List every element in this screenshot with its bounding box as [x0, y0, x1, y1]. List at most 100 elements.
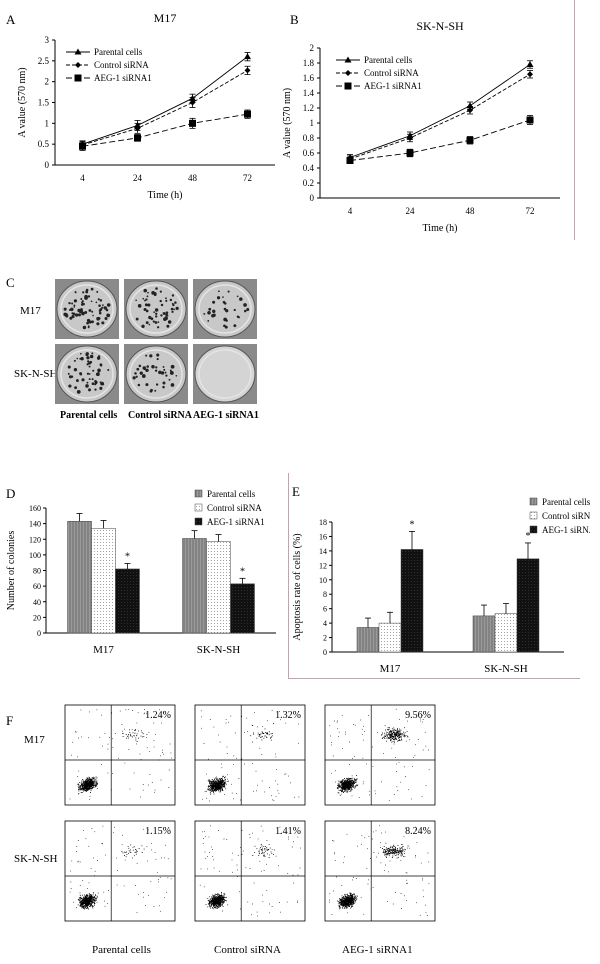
- panel-f-letter: F: [6, 713, 14, 728]
- colony: [102, 304, 104, 306]
- colony: [169, 371, 174, 375]
- colony-plate-1-0: [55, 344, 119, 404]
- panel-c-row-label-0: M17: [20, 305, 41, 317]
- colony-plate-grid: [55, 279, 257, 404]
- colony: [175, 306, 179, 310]
- colony: [98, 317, 101, 320]
- colony: [72, 312, 76, 316]
- colony: [102, 383, 105, 386]
- colony: [86, 363, 89, 366]
- chart-e-apoptosis: 0 2 4 6 8 10 12 14 16 18 * M17 * SK-N-SH Apoptosis rat…: [292, 497, 590, 675]
- y-axis-label: Number of colonies: [6, 531, 17, 611]
- colony: [135, 375, 138, 378]
- colony: [168, 378, 171, 381]
- colony: [86, 381, 89, 384]
- series-line: [349, 119, 531, 161]
- colony-plate-1-2: [193, 344, 257, 404]
- colony: [65, 314, 69, 318]
- colony: [218, 290, 220, 293]
- y-tick-label: 10: [319, 576, 327, 585]
- colony: [89, 354, 94, 359]
- data-point: [244, 110, 251, 118]
- colony: [147, 303, 151, 307]
- colony: [79, 357, 81, 360]
- panel-c-row-label-1: SK-N-SH: [14, 368, 58, 380]
- data-point: [244, 67, 251, 74]
- colony: [101, 306, 104, 309]
- colony: [87, 295, 91, 298]
- colony: [165, 299, 168, 302]
- colony: [138, 364, 142, 368]
- cell-events: [69, 709, 172, 800]
- y-tick-label: 2: [45, 77, 50, 87]
- y-axis-label: Apoptosis rate of cells (%): [292, 533, 303, 640]
- bar: [472, 615, 496, 653]
- y-tick-label: 1.5: [38, 98, 50, 108]
- colony: [79, 352, 82, 355]
- colony: [73, 304, 76, 307]
- bar: [115, 568, 140, 634]
- colony: [96, 356, 101, 360]
- colony: [99, 299, 103, 302]
- legend-label: Parental cells: [207, 489, 256, 499]
- colony: [99, 363, 103, 367]
- y-tick-label: 20: [33, 613, 41, 622]
- colony: [171, 294, 175, 297]
- colony: [71, 302, 74, 305]
- colony: [162, 365, 165, 368]
- colony: [86, 356, 90, 360]
- legend-swatch: [529, 497, 538, 506]
- x-axis-label: Time (h): [423, 223, 458, 234]
- colony: [84, 294, 88, 299]
- y-tick-label: 140: [29, 520, 41, 529]
- colony: [207, 311, 211, 315]
- significance-star: *: [526, 531, 531, 542]
- colony: [96, 372, 100, 377]
- colony: [88, 388, 91, 392]
- series-line: [82, 113, 248, 147]
- colony: [139, 371, 143, 375]
- panel-d-letter: D: [6, 486, 16, 501]
- y-tick-label: 1.4: [303, 88, 315, 98]
- bar: [516, 558, 540, 653]
- colony: [164, 371, 167, 374]
- y-tick-label: 4: [323, 619, 327, 628]
- colony: [94, 383, 97, 386]
- panel-f-col-label-1: Control siRNA: [214, 944, 281, 956]
- cell-events: [69, 825, 172, 914]
- colony: [98, 311, 102, 315]
- colony: [246, 308, 250, 311]
- colony: [73, 359, 76, 362]
- colony: [90, 300, 93, 303]
- colony: [160, 314, 163, 317]
- quadrant-percentage: 1.15%: [145, 826, 171, 837]
- x-tick-label: 24: [406, 206, 416, 216]
- x-tick-label: M17: [93, 644, 114, 656]
- colony: [165, 374, 168, 377]
- colony: [222, 296, 224, 298]
- plate-dish: [194, 345, 256, 403]
- colony: [106, 313, 111, 318]
- colony: [76, 357, 79, 360]
- y-tick-label: 2: [323, 634, 327, 643]
- y-tick-label: 8: [323, 590, 327, 599]
- colony: [82, 291, 85, 294]
- x-axis-label: Time (h): [148, 190, 183, 201]
- x-tick-label: 48: [188, 173, 198, 183]
- series-line: [82, 56, 248, 145]
- y-tick-label: 80: [33, 567, 41, 576]
- colony: [137, 304, 142, 308]
- colony: [143, 288, 147, 293]
- colony: [96, 290, 99, 293]
- series-line: [82, 70, 248, 146]
- colony: [212, 300, 216, 304]
- colony: [98, 304, 101, 307]
- colony: [157, 321, 160, 323]
- colony-plate-0-0: [55, 279, 119, 339]
- data-point: [189, 119, 196, 127]
- y-tick-label: 0: [37, 629, 41, 638]
- plate-rim: [129, 349, 183, 399]
- colony: [80, 373, 83, 376]
- legend-label: AEG-1 siRNA1: [364, 81, 422, 91]
- colony: [79, 309, 84, 314]
